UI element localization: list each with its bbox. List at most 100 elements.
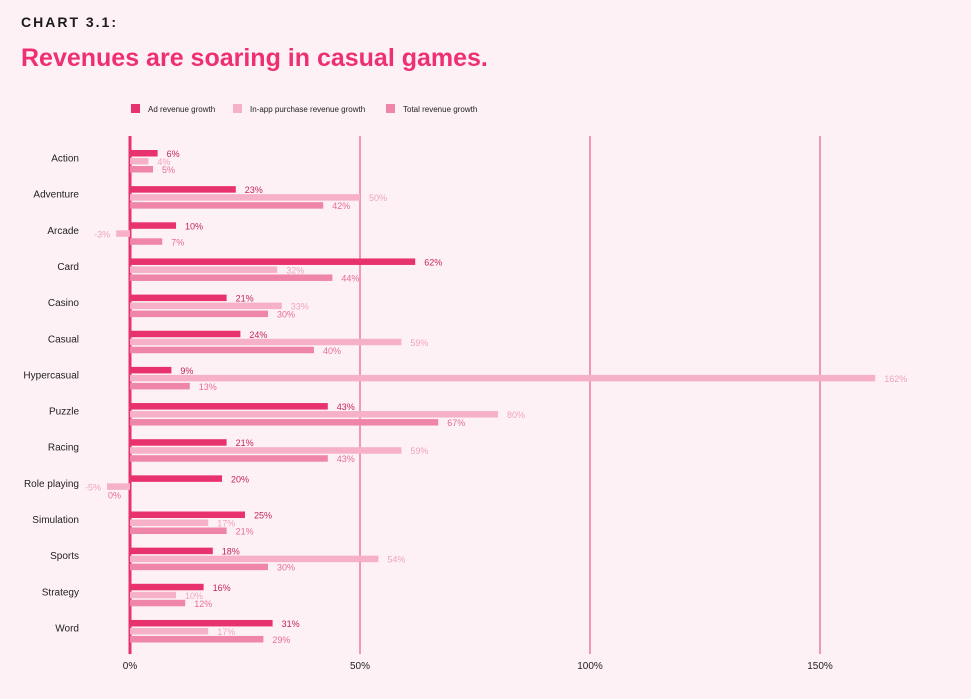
data-label: 7% bbox=[171, 237, 184, 247]
data-label: 29% bbox=[272, 635, 290, 645]
data-label: 0% bbox=[108, 490, 121, 500]
data-label: 17% bbox=[217, 627, 235, 637]
bar bbox=[130, 583, 204, 591]
data-label: 17% bbox=[217, 519, 235, 529]
category-label: Adventure bbox=[33, 190, 79, 201]
data-label: 5% bbox=[162, 165, 175, 175]
bar bbox=[130, 555, 379, 563]
data-label: 59% bbox=[410, 446, 428, 456]
data-label: 32% bbox=[286, 265, 304, 275]
category-label: Casino bbox=[48, 298, 80, 309]
bar bbox=[130, 302, 282, 310]
data-label: 23% bbox=[245, 185, 263, 195]
bar bbox=[130, 374, 876, 382]
category-label: Arcade bbox=[47, 226, 79, 237]
data-label: 16% bbox=[213, 583, 231, 593]
bar bbox=[130, 591, 176, 599]
bar bbox=[130, 158, 149, 165]
bar bbox=[130, 330, 241, 338]
data-label: 40% bbox=[323, 346, 341, 356]
data-label: 33% bbox=[291, 302, 309, 312]
bar bbox=[130, 222, 176, 229]
bar bbox=[130, 258, 416, 265]
category-label: Action bbox=[51, 154, 79, 165]
bar bbox=[130, 382, 190, 390]
bar bbox=[130, 338, 402, 346]
data-label: 21% bbox=[236, 527, 254, 537]
bar bbox=[130, 346, 314, 354]
data-label: 13% bbox=[199, 382, 217, 392]
bar bbox=[130, 366, 172, 374]
bar bbox=[130, 527, 227, 534]
bar bbox=[130, 547, 213, 555]
data-label: 21% bbox=[236, 294, 254, 304]
data-label: 18% bbox=[222, 547, 240, 557]
data-label: 12% bbox=[194, 599, 212, 609]
bar bbox=[130, 455, 328, 462]
legend-swatch bbox=[131, 104, 140, 113]
data-label: 54% bbox=[387, 555, 405, 565]
data-label: 10% bbox=[185, 591, 203, 601]
bar bbox=[130, 294, 227, 302]
data-label: 43% bbox=[337, 402, 355, 412]
category-label: Racing bbox=[48, 443, 79, 454]
bar bbox=[130, 202, 324, 209]
bar bbox=[130, 519, 209, 526]
bar bbox=[130, 627, 209, 635]
bar bbox=[130, 439, 227, 446]
data-label: 21% bbox=[236, 438, 254, 448]
legend-label: Total revenue growth bbox=[403, 105, 477, 114]
legend-label: In-app purchase revenue growth bbox=[250, 105, 365, 114]
bar bbox=[130, 194, 360, 201]
category-label: Sports bbox=[50, 551, 79, 562]
category-label: Strategy bbox=[42, 587, 79, 598]
bar bbox=[130, 403, 328, 410]
data-label: 80% bbox=[507, 410, 525, 420]
bar bbox=[130, 186, 236, 193]
data-label: 24% bbox=[249, 330, 267, 340]
data-label: 20% bbox=[231, 474, 249, 484]
bar bbox=[130, 563, 268, 571]
category-label: Role playing bbox=[24, 479, 79, 490]
category-label: Word bbox=[55, 623, 79, 634]
x-tick-label: 0% bbox=[123, 661, 138, 672]
bar bbox=[107, 483, 130, 490]
bar bbox=[130, 411, 498, 418]
bar bbox=[130, 619, 273, 627]
chart-title: Revenues are soaring in casual games. bbox=[21, 44, 488, 72]
category-label: Card bbox=[57, 262, 79, 273]
data-label: -5% bbox=[85, 482, 101, 492]
data-label: 59% bbox=[410, 338, 428, 348]
bar bbox=[116, 230, 130, 237]
bars: Action 6%4%5% Adventure 23% 50% 42% Arcade 10% -… bbox=[23, 149, 907, 645]
data-label: 43% bbox=[337, 454, 355, 464]
data-label: 42% bbox=[332, 201, 350, 211]
data-label: 50% bbox=[369, 193, 387, 203]
bar bbox=[130, 419, 439, 426]
data-label: 30% bbox=[277, 310, 295, 320]
data-label: 25% bbox=[254, 511, 272, 521]
data-label: 9% bbox=[180, 366, 193, 376]
bar bbox=[130, 238, 163, 245]
data-label: 6% bbox=[167, 149, 180, 159]
chart-kicker: CHART 3.1: bbox=[21, 14, 119, 30]
category-label: Hypercasual bbox=[23, 370, 79, 381]
category-label: Casual bbox=[48, 334, 79, 345]
legend-swatch bbox=[386, 104, 395, 113]
category-label: Puzzle bbox=[49, 407, 79, 418]
legend: Ad revenue growth In-app purchase revenue… bbox=[131, 104, 477, 114]
category-label: Simulation bbox=[32, 515, 79, 526]
x-tick-label: 100% bbox=[577, 661, 603, 672]
data-label: 10% bbox=[185, 221, 203, 231]
data-label: 44% bbox=[341, 273, 359, 283]
legend-swatch bbox=[233, 104, 242, 113]
data-label: 4% bbox=[157, 157, 170, 167]
x-tick-label: 50% bbox=[350, 661, 370, 672]
bar bbox=[130, 447, 402, 454]
x-tick-label: 150% bbox=[807, 661, 833, 672]
bar bbox=[130, 150, 158, 157]
bar bbox=[130, 274, 333, 281]
legend-label: Ad revenue growth bbox=[148, 105, 215, 114]
bar bbox=[130, 511, 245, 518]
